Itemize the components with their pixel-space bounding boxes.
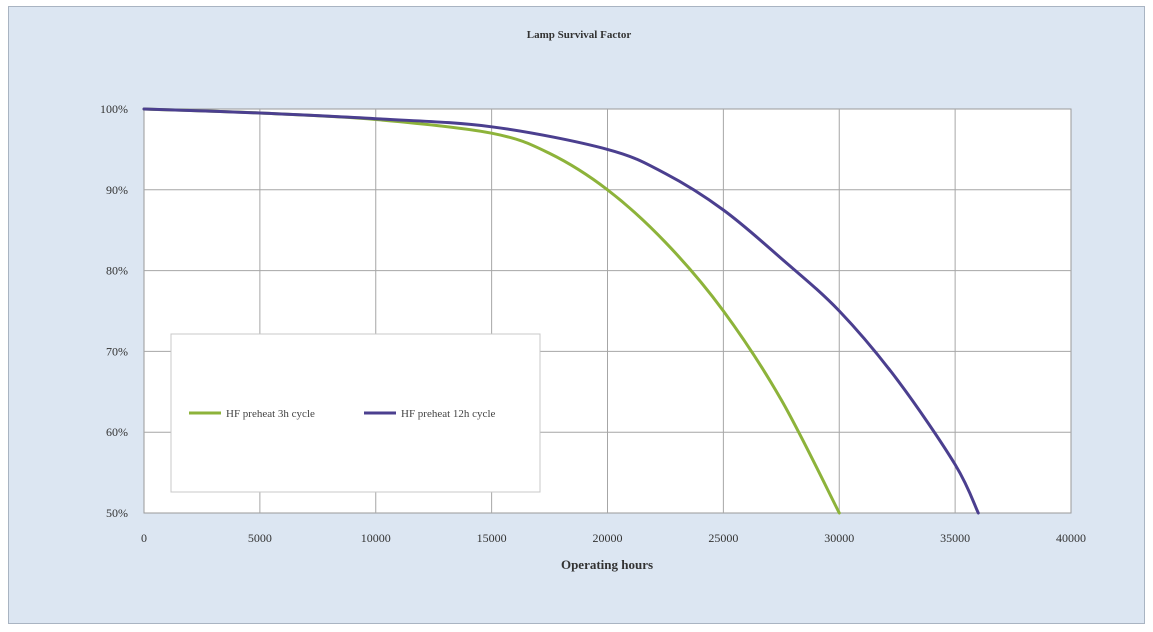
x-tick-label: 5000	[248, 531, 272, 545]
x-axis-ticks: 0 5000 10000 15000 20000 25000 30000 35000 40000	[141, 531, 1086, 545]
x-axis-title: Operating hours	[561, 557, 653, 572]
y-tick-label: 50%	[106, 506, 128, 520]
y-axis-ticks: 50% 60% 70% 80% 90% 100%	[100, 102, 128, 520]
chart-area: Lamp Survival Factor 50% 60% 70% 80% 90% 100%…	[8, 6, 1145, 624]
x-tick-label: 15000	[477, 531, 507, 545]
x-tick-label: 40000	[1056, 531, 1086, 545]
chart-title: Lamp Survival Factor	[527, 29, 632, 41]
y-tick-label: 60%	[106, 425, 128, 439]
x-tick-label: 10000	[361, 531, 391, 545]
y-tick-label: 100%	[100, 102, 128, 116]
x-tick-label: 35000	[940, 531, 970, 545]
series-line-2	[142, 107, 980, 515]
y-tick-label: 70%	[106, 344, 128, 358]
legend-label-1: HF preheat 3h cycle	[226, 408, 315, 420]
y-tick-label: 90%	[106, 183, 128, 197]
y-tick-label: 80%	[106, 264, 128, 278]
x-tick-label: 30000	[824, 531, 854, 545]
x-tick-label: 20000	[593, 531, 623, 545]
series-lines	[142, 107, 980, 515]
legend: HF preheat 3h cycle HF preheat 12h cycle	[170, 333, 541, 493]
lamp-survival-chart: Lamp Survival Factor 50% 60% 70% 80% 90% 100%…	[9, 7, 1144, 623]
x-tick-label: 25000	[708, 531, 738, 545]
legend-label-2: HF preheat 12h cycle	[401, 408, 495, 420]
x-tick-label: 0	[141, 531, 147, 545]
legend-box	[170, 333, 541, 493]
